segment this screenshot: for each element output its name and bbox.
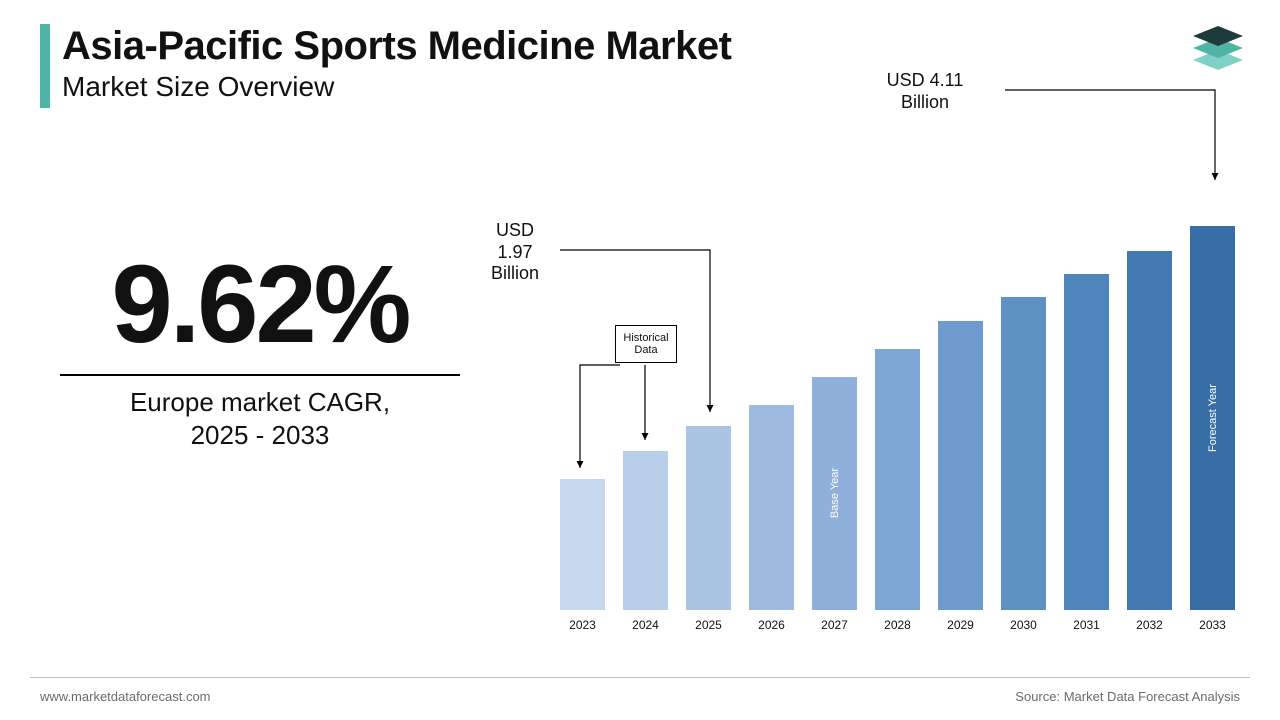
start-value-l3: Billion (470, 263, 560, 285)
footer-divider (30, 677, 1250, 678)
cagr-label-line2: 2025 - 2033 (60, 419, 460, 452)
start-value-l2: 1.97 (470, 242, 560, 264)
logo-layer-top (1193, 26, 1243, 46)
historical-arrow (560, 180, 760, 640)
bar-chart: 20232024202520262027Base Year20282029203… (560, 180, 1250, 640)
footer-source: Source: Market Data Forecast Analysis (1015, 689, 1240, 704)
cagr-divider (60, 374, 460, 376)
footer-url: www.marketdataforecast.com (40, 689, 211, 704)
start-value-l1: USD (470, 220, 560, 242)
accent-bar (40, 24, 50, 108)
start-value-callout: USD 1.97 Billion (470, 220, 560, 285)
cagr-label-line1: Europe market CAGR, (60, 386, 460, 419)
infographic-root: Asia-Pacific Sports Medicine Market Mark… (0, 0, 1280, 720)
cagr-value: 9.62% (60, 250, 460, 360)
cagr-block: 9.62% Europe market CAGR, 2025 - 2033 (60, 250, 460, 451)
